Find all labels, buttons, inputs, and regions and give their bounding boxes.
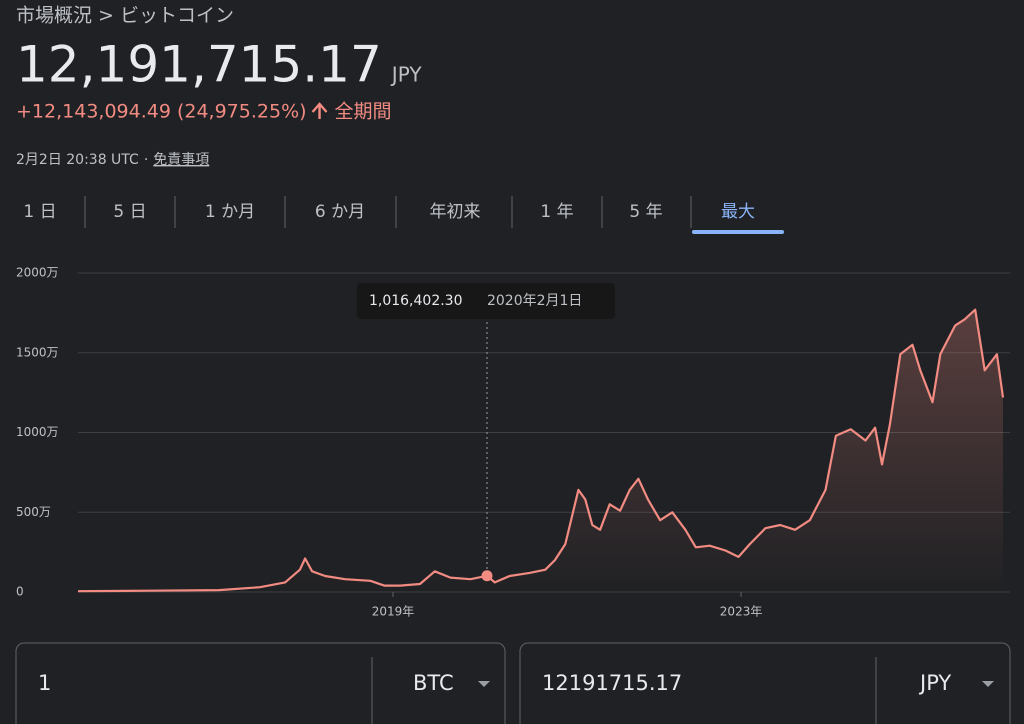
tab[interactable]: 1 か月 — [205, 202, 255, 222]
separator: · — [144, 152, 148, 168]
breadcrumb-separator: > — [98, 5, 114, 27]
tab[interactable]: 1 年 — [540, 202, 573, 222]
y-tick-label: 1000万 — [16, 425, 59, 439]
hover-point — [481, 570, 493, 582]
to-currency[interactable]: JPY — [918, 671, 951, 695]
period: 全期間 — [335, 101, 392, 123]
y-tick-label: 0 — [16, 585, 24, 599]
currency: JPY — [390, 63, 423, 87]
x-tick-label: 2019年 — [372, 605, 415, 619]
to-input-box[interactable] — [519, 642, 1011, 724]
y-tick-label: 1500万 — [16, 345, 59, 359]
tooltip-date: 2020年2月1日 — [487, 293, 582, 309]
dropdown-icon[interactable] — [982, 681, 994, 687]
price: 12,191,715.17 — [16, 36, 382, 94]
tab[interactable]: 5 日 — [113, 202, 146, 222]
tab[interactable]: 5 年 — [629, 202, 662, 222]
breadcrumb-current: ビットコイン — [120, 5, 234, 27]
tab[interactable]: 1 日 — [23, 202, 56, 222]
tab[interactable]: 年初来 — [430, 202, 481, 222]
y-tick-label: 500万 — [16, 505, 51, 519]
to-amount[interactable]: 12191715.17 — [542, 671, 682, 695]
y-tick-label: 2000万 — [16, 266, 59, 280]
chart: 0 500万 1000万 1500万 2000万 2019年 2023年 1,016,402.… — [16, 266, 1010, 619]
from-currency[interactable]: BTC — [413, 671, 454, 695]
timestamp: 2月2日 20:38 UTC — [16, 152, 139, 168]
from-input-box[interactable] — [15, 642, 506, 724]
disclaimer-link[interactable]: 免責事項 — [153, 152, 209, 168]
tab-bar: 1 日 5 日 1 か月 6 か月 年初来 1 年 5 年 最大 — [23, 196, 784, 234]
breadcrumb-link[interactable]: 市場概況 — [16, 5, 92, 27]
tab[interactable]: 最大 — [721, 202, 755, 222]
tooltip-value: 1,016,402.30 — [369, 293, 463, 309]
change: +12,143,094.49 (24,975.25%) — [16, 101, 307, 123]
tooltip — [356, 283, 615, 319]
area — [78, 309, 1003, 592]
price-line — [77, 308, 1005, 593]
up-arrow-icon — [311, 102, 328, 119]
x-tick-label: 2023年 — [720, 605, 763, 619]
active-tab-indicator — [692, 230, 784, 234]
tab[interactable]: 6 か月 — [315, 202, 365, 222]
from-amount[interactable]: 1 — [38, 671, 51, 695]
dropdown-icon[interactable] — [478, 681, 490, 687]
